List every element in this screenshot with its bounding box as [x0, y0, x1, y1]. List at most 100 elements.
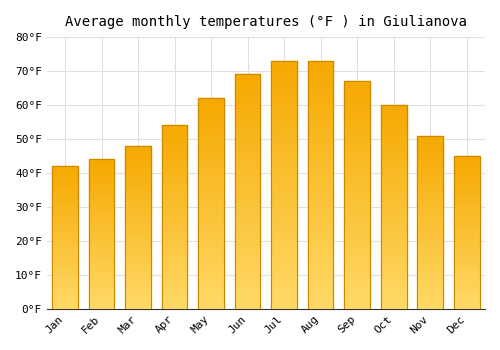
Bar [272, 219, 297, 224]
Bar [235, 206, 260, 210]
Bar [126, 283, 151, 286]
Bar [52, 254, 78, 257]
Bar [454, 159, 479, 162]
Bar [89, 186, 114, 189]
Bar [308, 145, 334, 150]
Bar [162, 210, 188, 214]
Bar [308, 269, 334, 274]
Bar [344, 281, 370, 286]
Bar [272, 264, 297, 269]
Bar [272, 76, 297, 81]
Bar [344, 204, 370, 209]
Bar [126, 253, 151, 257]
Bar [162, 173, 188, 177]
Bar [162, 305, 188, 309]
Bar [162, 155, 188, 159]
Bar [52, 172, 78, 175]
Bar [162, 221, 188, 224]
Bar [52, 277, 78, 280]
Bar [272, 279, 297, 284]
Bar [272, 239, 297, 244]
Bar [198, 98, 224, 103]
Bar [344, 122, 370, 127]
Bar [126, 293, 151, 296]
Bar [52, 272, 78, 274]
Bar [89, 207, 114, 210]
Bar [235, 163, 260, 168]
Bar [126, 306, 151, 309]
Bar [454, 162, 479, 165]
Bar [272, 61, 297, 66]
Bar [162, 301, 188, 305]
Bar [308, 219, 334, 224]
Bar [381, 134, 406, 138]
Bar [126, 260, 151, 263]
Bar [198, 203, 224, 208]
Bar [52, 243, 78, 246]
Bar [162, 199, 188, 202]
Bar [454, 257, 479, 260]
Bar [454, 183, 479, 187]
Bar [162, 188, 188, 191]
Bar [381, 296, 406, 301]
Bar [198, 191, 224, 195]
Bar [198, 233, 224, 237]
Bar [198, 98, 224, 309]
Bar [126, 224, 151, 227]
Bar [198, 136, 224, 140]
Bar [454, 263, 479, 266]
Bar [272, 254, 297, 259]
Bar [235, 267, 260, 271]
Bar [308, 76, 334, 81]
Bar [52, 200, 78, 203]
Bar [89, 213, 114, 216]
Bar [418, 135, 443, 309]
Bar [52, 260, 78, 263]
Bar [235, 131, 260, 135]
Bar [162, 125, 188, 309]
Bar [308, 210, 334, 215]
Bar [344, 304, 370, 309]
Bar [344, 81, 370, 309]
Bar [344, 263, 370, 268]
Bar [235, 177, 260, 182]
Bar [272, 289, 297, 294]
Bar [126, 172, 151, 175]
Bar [454, 187, 479, 190]
Bar [454, 293, 479, 296]
Bar [162, 272, 188, 276]
Bar [344, 240, 370, 245]
Bar [418, 170, 443, 174]
Bar [89, 264, 114, 267]
Bar [126, 208, 151, 211]
Bar [418, 305, 443, 309]
Bar [418, 195, 443, 198]
Bar [454, 223, 479, 226]
Bar [308, 234, 334, 239]
Bar [272, 150, 297, 155]
Bar [344, 172, 370, 177]
Bar [381, 276, 406, 280]
Title: Average monthly temperatures (°F ) in Giulianova: Average monthly temperatures (°F ) in Gi… [65, 15, 467, 29]
Bar [198, 212, 224, 216]
Bar [126, 237, 151, 240]
Bar [344, 209, 370, 213]
Bar [308, 61, 334, 309]
Bar [52, 209, 78, 212]
Bar [162, 257, 188, 261]
Bar [198, 174, 224, 178]
Bar [235, 224, 260, 229]
Bar [52, 186, 78, 189]
Bar [454, 236, 479, 238]
Bar [308, 160, 334, 165]
Bar [162, 250, 188, 254]
Bar [344, 99, 370, 104]
Bar [235, 79, 260, 84]
Bar [272, 91, 297, 96]
Bar [344, 154, 370, 159]
Bar [89, 267, 114, 270]
Bar [344, 163, 370, 168]
Bar [454, 266, 479, 269]
Bar [52, 220, 78, 223]
Bar [198, 115, 224, 119]
